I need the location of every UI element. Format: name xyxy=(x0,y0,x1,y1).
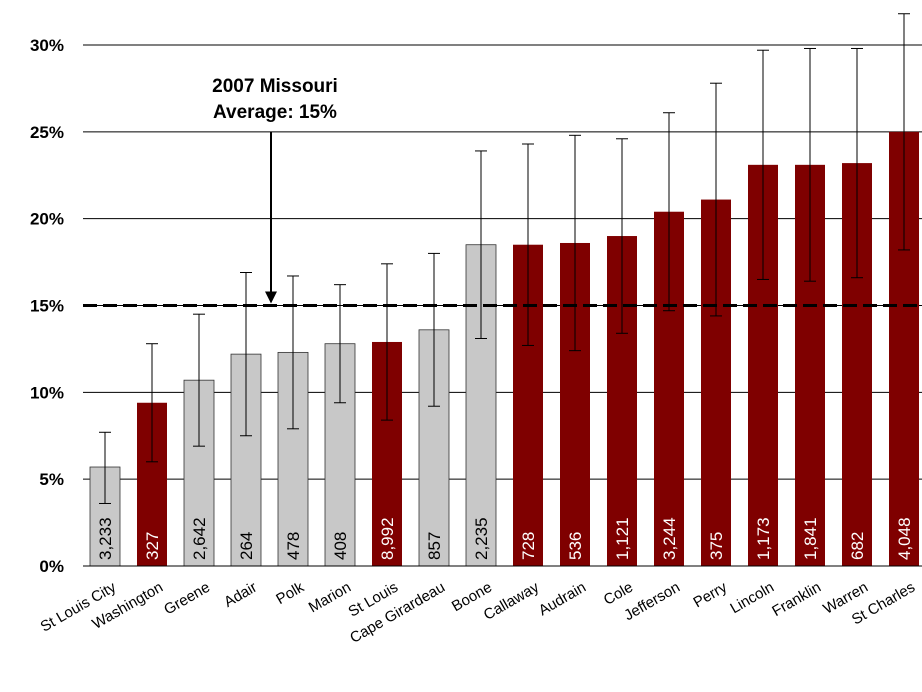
x-category-label: Audrain xyxy=(536,579,589,620)
x-category-label: Franklin xyxy=(769,579,824,620)
bar-value-label: 8,992 xyxy=(378,517,397,560)
bar-value-label: 1,173 xyxy=(754,517,773,560)
reference-arrow-head xyxy=(265,291,277,304)
bar-value-label: 2,642 xyxy=(190,517,209,560)
x-category-label: Marion xyxy=(306,579,354,617)
y-tick-label: 25% xyxy=(30,123,64,142)
x-category-label: Adair xyxy=(221,579,260,611)
bar-value-label: 1,121 xyxy=(613,517,632,560)
y-tick-label: 30% xyxy=(30,36,64,55)
bar-value-label: 478 xyxy=(284,532,303,560)
gridlines xyxy=(83,44,922,480)
bar-value-label: 3,233 xyxy=(96,517,115,560)
y-tick-label: 20% xyxy=(30,210,64,229)
bar-value-label: 264 xyxy=(237,532,256,560)
bar-value-label: 728 xyxy=(519,532,538,560)
bar-value-label: 375 xyxy=(707,532,726,560)
reference-label-line-2: Average: 15% xyxy=(213,102,337,123)
y-tick-label: 0% xyxy=(39,557,64,576)
y-tick-label: 15% xyxy=(30,297,64,316)
bar-value-label: 3,244 xyxy=(660,517,679,560)
bar-value-label: 1,841 xyxy=(801,517,820,560)
x-category-label: Perry xyxy=(690,578,730,611)
x-category-label: Lincoln xyxy=(727,579,777,617)
bar-value-label: 536 xyxy=(566,532,585,560)
error-bars xyxy=(99,13,910,504)
reference-line-group: 2007 Missouri Average: 15% xyxy=(83,76,922,307)
y-tick-label: 10% xyxy=(30,383,64,402)
bar-value-label: 857 xyxy=(425,532,444,560)
reference-label-line-1: 2007 Missouri xyxy=(212,76,338,97)
y-axis-tick-labels: 0% 5% 10% 15% 20% 25% 30% xyxy=(30,36,64,576)
x-category-label: Polk xyxy=(273,578,307,608)
bar-value-label: 2,235 xyxy=(472,517,491,560)
bar-value-label: 4,048 xyxy=(895,517,914,560)
bar-value-label: 682 xyxy=(848,532,867,560)
bars xyxy=(89,131,919,567)
y-tick-label: 5% xyxy=(39,470,64,489)
x-category-label: Greene xyxy=(161,579,213,619)
bar-value-label: 408 xyxy=(331,532,350,560)
bar-value-label: 327 xyxy=(143,532,162,560)
bar-value-labels: 3,233 327 2,642 264 478 408 8,992 857 2,235 728 53… xyxy=(96,517,914,560)
